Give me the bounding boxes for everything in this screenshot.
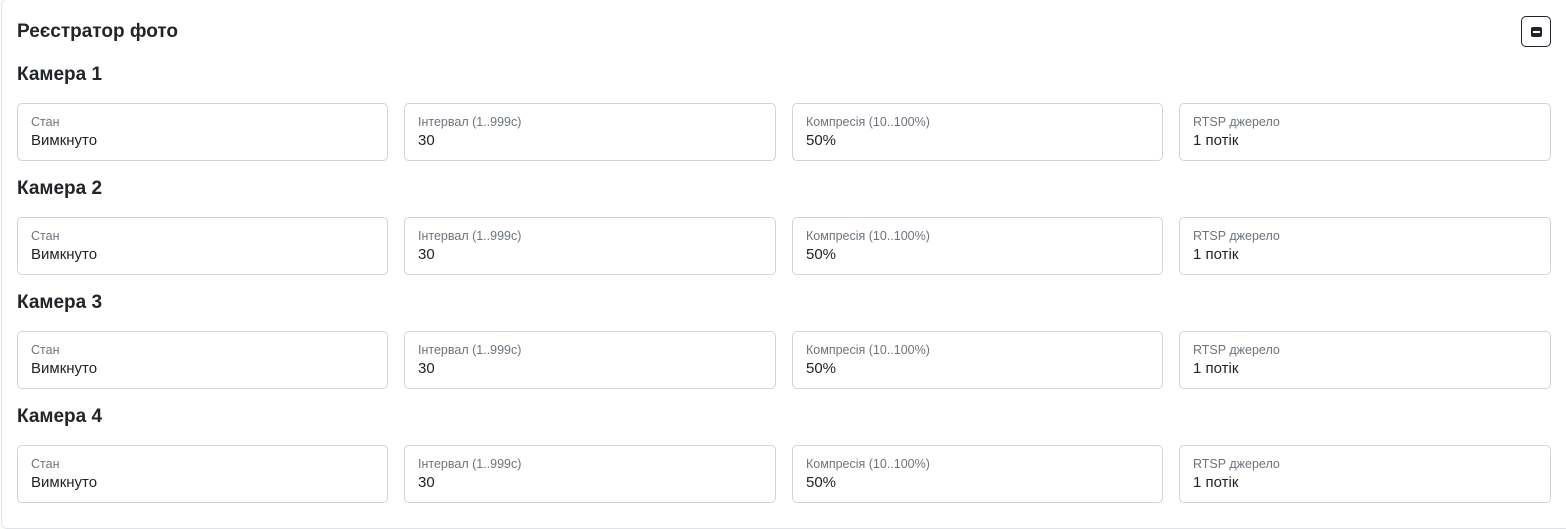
interval-label: Інтервал (1..999с)	[418, 115, 522, 129]
camera-heading: Камера 3	[17, 292, 103, 313]
state-label: Стан	[31, 229, 60, 243]
interval-label: Інтервал (1..999с)	[418, 229, 522, 243]
compression-value: 50%	[806, 474, 837, 491]
interval-value: 30	[418, 360, 435, 377]
compression-field[interactable]: Компресія (10..100%) 50%	[792, 103, 1163, 161]
rtsp-field[interactable]: RTSP джерело 1 потік	[1179, 217, 1551, 275]
rtsp-value: 1 потік	[1193, 360, 1239, 377]
compression-value: 50%	[806, 132, 837, 149]
camera-heading: Камера 2	[17, 178, 103, 199]
interval-field[interactable]: Інтервал (1..999с) 30	[404, 217, 776, 275]
interval-field[interactable]: Інтервал (1..999с) 30	[404, 445, 776, 503]
rtsp-label: RTSP джерело	[1193, 457, 1280, 471]
state-field[interactable]: Стан Вимкнуто	[17, 217, 388, 275]
compression-label: Компресія (10..100%)	[806, 229, 930, 243]
collapse-button[interactable]	[1521, 16, 1551, 47]
interval-field[interactable]: Інтервал (1..999с) 30	[404, 331, 776, 389]
state-field[interactable]: Стан Вимкнуто	[17, 445, 388, 503]
state-label: Стан	[31, 343, 60, 357]
compression-field[interactable]: Компресія (10..100%) 50%	[792, 331, 1163, 389]
rtsp-field[interactable]: RTSP джерело 1 потік	[1179, 331, 1551, 389]
rtsp-value: 1 потік	[1193, 474, 1239, 491]
compression-field[interactable]: Компресія (10..100%) 50%	[792, 445, 1163, 503]
state-label: Стан	[31, 115, 60, 129]
rtsp-field[interactable]: RTSP джерело 1 потік	[1179, 103, 1551, 161]
interval-label: Інтервал (1..999с)	[418, 457, 522, 471]
rtsp-value: 1 потік	[1193, 132, 1239, 149]
rtsp-value: 1 потік	[1193, 246, 1239, 263]
interval-value: 30	[418, 132, 435, 149]
minus-square-icon	[1531, 27, 1542, 37]
rtsp-label: RTSP джерело	[1193, 343, 1280, 357]
state-value: Вимкнуто	[31, 132, 98, 149]
compression-label: Компресія (10..100%)	[806, 115, 930, 129]
state-label: Стан	[31, 457, 60, 471]
state-field[interactable]: Стан Вимкнуто	[17, 103, 388, 161]
interval-value: 30	[418, 246, 435, 263]
compression-label: Компресія (10..100%)	[806, 457, 930, 471]
state-field[interactable]: Стан Вимкнуто	[17, 331, 388, 389]
compression-field[interactable]: Компресія (10..100%) 50%	[792, 217, 1163, 275]
rtsp-label: RTSP джерело	[1193, 229, 1280, 243]
rtsp-field[interactable]: RTSP джерело 1 потік	[1179, 445, 1551, 503]
state-value: Вимкнуто	[31, 474, 98, 491]
compression-value: 50%	[806, 246, 837, 263]
interval-field[interactable]: Інтервал (1..999с) 30	[404, 103, 776, 161]
camera-heading: Камера 4	[17, 406, 103, 427]
rtsp-label: RTSP джерело	[1193, 115, 1280, 129]
state-value: Вимкнуто	[31, 246, 98, 263]
interval-label: Інтервал (1..999с)	[418, 343, 522, 357]
card-title: Реєстратор фото	[17, 21, 179, 42]
compression-label: Компресія (10..100%)	[806, 343, 930, 357]
camera-heading: Камера 1	[17, 64, 103, 85]
state-value: Вимкнуто	[31, 360, 98, 377]
interval-value: 30	[418, 474, 435, 491]
compression-value: 50%	[806, 360, 837, 377]
